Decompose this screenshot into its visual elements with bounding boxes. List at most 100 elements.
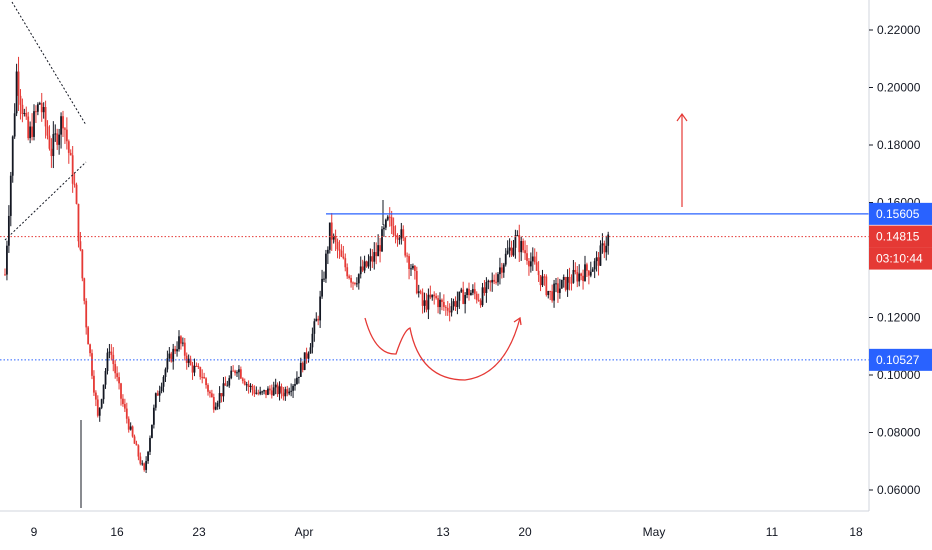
- candle: [139, 452, 142, 466]
- candle: [79, 231, 82, 252]
- candle: [210, 389, 213, 398]
- candle: [81, 249, 84, 282]
- candle: [477, 293, 480, 302]
- candle: [297, 376, 300, 384]
- candle: [267, 386, 269, 396]
- price-tag-0.14815: [869, 225, 932, 248]
- candle: [323, 271, 325, 283]
- price-tick-label: 0.18000: [877, 138, 921, 152]
- price-tick-label: 0.12000: [877, 311, 921, 325]
- candle: [151, 424, 153, 439]
- candle: [508, 238, 511, 258]
- candle: [357, 273, 360, 290]
- candle: [547, 290, 550, 299]
- candle: [499, 257, 501, 285]
- candle: [216, 400, 219, 410]
- candle: [62, 110, 64, 138]
- candle: [384, 218, 387, 231]
- candle: [518, 224, 521, 262]
- candle: [497, 272, 499, 286]
- candle: [112, 347, 115, 372]
- candle: [149, 435, 151, 455]
- candle: [48, 125, 51, 151]
- candle: [471, 284, 474, 296]
- candle: [108, 343, 111, 359]
- candle: [239, 366, 242, 380]
- candle: [46, 120, 49, 140]
- candle: [325, 249, 327, 283]
- candle: [25, 106, 28, 120]
- candle: [131, 425, 134, 438]
- candle: [582, 269, 584, 290]
- candle: [270, 384, 273, 399]
- candle: [396, 233, 399, 247]
- candle: [340, 244, 343, 258]
- candle: [346, 263, 349, 279]
- candle: [526, 244, 528, 265]
- candle: [595, 251, 598, 272]
- candle: [568, 267, 571, 291]
- candle: [390, 210, 393, 235]
- price-axis[interactable]: 0.060000.080000.100000.120000.140000.160…: [868, 0, 932, 511]
- candle: [510, 240, 513, 257]
- candle: [238, 365, 240, 380]
- candle: [118, 372, 120, 390]
- candle: [342, 245, 345, 260]
- countdown-tag: [869, 247, 932, 270]
- candle: [429, 285, 432, 300]
- candle: [607, 231, 610, 255]
- candle: [431, 294, 434, 301]
- candle: [522, 238, 525, 253]
- time-tick-label: 16: [110, 525, 124, 539]
- candle: [35, 105, 37, 124]
- candle: [162, 375, 165, 393]
- candle: [348, 274, 351, 280]
- candle: [361, 259, 364, 273]
- candle: [586, 262, 588, 278]
- candle: [100, 398, 103, 410]
- candle: [593, 258, 596, 279]
- candle: [27, 111, 30, 141]
- candle: [137, 444, 140, 461]
- candle: [94, 390, 97, 407]
- candle: [120, 382, 122, 406]
- candle: [174, 345, 177, 355]
- time-tick-label: 23: [192, 525, 206, 539]
- candle: [234, 369, 236, 376]
- candle: [400, 222, 403, 245]
- candle: [305, 347, 308, 364]
- candle: [168, 347, 171, 362]
- candle: [383, 224, 385, 237]
- candle: [299, 357, 302, 377]
- candle: [417, 284, 420, 298]
- candle: [334, 229, 337, 251]
- candle: [313, 318, 316, 342]
- candle: [444, 305, 447, 316]
- time-tick-label: 9: [31, 525, 38, 539]
- price-tick-label: 0.22000: [877, 23, 921, 37]
- candle: [439, 292, 441, 315]
- candle: [50, 138, 53, 168]
- key-levels: [0, 213, 869, 361]
- candle: [448, 303, 451, 322]
- candle: [433, 291, 436, 305]
- price-tag-label: 0.14815: [876, 230, 920, 244]
- candle: [470, 289, 472, 296]
- candle: [272, 381, 275, 396]
- candle: [141, 460, 144, 466]
- candle: [164, 367, 167, 382]
- candle: [330, 212, 333, 251]
- candle: [9, 171, 12, 227]
- candle: [127, 416, 130, 433]
- candle: [257, 389, 260, 396]
- candle: [6, 240, 8, 281]
- candle: [539, 275, 542, 292]
- candle: [23, 108, 26, 117]
- candle: [450, 298, 453, 317]
- candle: [365, 260, 368, 268]
- time-axis[interactable]: 9 16 23 Apr 13 20 May 11 18: [0, 510, 869, 539]
- candle: [309, 343, 312, 354]
- candle: [464, 292, 467, 314]
- candle: [307, 351, 310, 363]
